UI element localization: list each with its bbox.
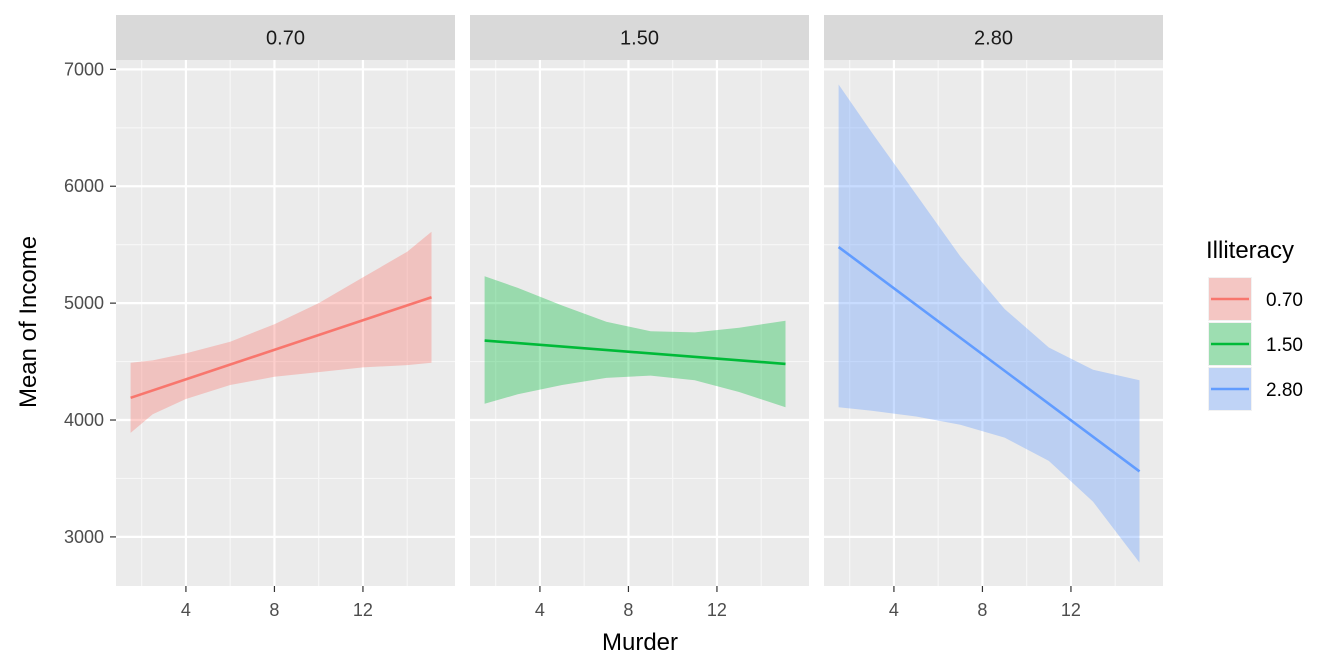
facet-strip-label: 1.50 [620, 28, 659, 50]
panel-background [470, 60, 809, 586]
series-line [484, 339, 786, 366]
y-tick-label: 6000 [64, 176, 104, 196]
confidence-band [484, 276, 786, 408]
confidence-band [130, 231, 432, 433]
x-tick-label: 12 [707, 600, 727, 620]
x-tick-label: 8 [977, 600, 987, 620]
legend-title: Illiteracy [1206, 237, 1294, 264]
facet-strip [470, 15, 809, 60]
legend-label: 0.70 [1266, 290, 1303, 311]
y-tick-label: 3000 [64, 527, 104, 547]
series-line [130, 296, 432, 400]
x-axis-title: Murder [602, 629, 678, 656]
confidence-band [838, 84, 1140, 563]
legend-label: 2.80 [1266, 380, 1303, 401]
facet-strip [824, 15, 1163, 60]
x-tick-label: 12 [1061, 600, 1081, 620]
facet-panel: 0.70 [116, 15, 455, 586]
panel-background [116, 60, 455, 586]
x-tick-label: 8 [623, 600, 633, 620]
legend-label: 1.50 [1266, 335, 1303, 356]
x-tick-label: 12 [353, 600, 373, 620]
facet-strip-label: 0.70 [266, 28, 305, 50]
legend: Illiteracy 0.70 1.50 2.80 [1206, 237, 1303, 411]
facet-panel: 1.50 [470, 15, 809, 586]
y-tick-label: 4000 [64, 410, 104, 430]
panel-background [824, 60, 1163, 586]
x-tick-label: 4 [889, 600, 899, 620]
x-tick-label: 4 [181, 600, 191, 620]
series-line [837, 245, 1141, 473]
y-axis-title: Mean of Income [15, 236, 42, 408]
x-tick-label: 4 [535, 600, 545, 620]
y-tick-label: 7000 [64, 59, 104, 79]
facet-panel: 2.80 [824, 15, 1163, 586]
facet-strip [116, 15, 455, 60]
y-tick-label: 5000 [64, 293, 104, 313]
facet-strip-label: 2.80 [974, 28, 1013, 50]
x-tick-label: 8 [269, 600, 279, 620]
